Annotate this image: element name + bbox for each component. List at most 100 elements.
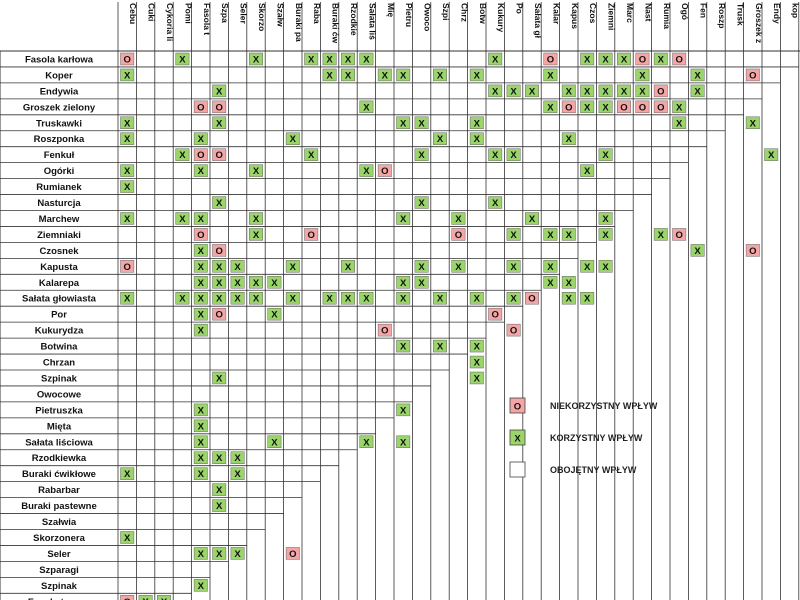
cell-mark: X [253, 278, 260, 289]
row-label: Rzodkiewka [32, 453, 87, 464]
negative-cell [488, 307, 503, 321]
positive-cell [561, 276, 576, 289]
cell-mark: O [676, 230, 683, 241]
positive-cell [653, 52, 668, 66]
cell-mark: X [400, 278, 407, 289]
cell-mark: X [584, 86, 591, 97]
positive-cell [414, 260, 429, 273]
positive-cell [249, 164, 263, 177]
column-header: Buraki ćw [331, 3, 341, 44]
column-header: Kapus [570, 3, 580, 29]
cell-mark: X [529, 214, 536, 225]
positive-cell [561, 228, 576, 241]
positive-cell [193, 260, 208, 273]
row-labels: Fasola karłowa Koper Endywia Groszek zielon… [21, 54, 97, 600]
cell-mark: O [308, 230, 315, 241]
cell-mark: X [216, 118, 223, 129]
positive-cell [212, 483, 227, 496]
positive-cell [506, 148, 521, 161]
positive-cell [672, 116, 687, 130]
negative-cell [525, 292, 539, 305]
cell-mark: X [124, 214, 131, 225]
cell-mark: X [474, 118, 481, 129]
positive-cell [285, 292, 300, 305]
cell-mark: X [271, 310, 278, 321]
positive-cell [230, 547, 245, 560]
cell-mark: X [474, 373, 481, 384]
row-label: Endywia [40, 86, 79, 97]
legend: O NIEKORZYSTNY WPŁYW X KORZYSTNY WPŁYW OBOJĘ… [509, 397, 658, 478]
legend-swatch [509, 429, 526, 446]
positive-cell [212, 451, 227, 464]
cell-mark: X [510, 294, 517, 305]
positive-cell [543, 276, 558, 289]
cell-mark: X [326, 70, 333, 81]
column-header: Cuki [147, 3, 157, 21]
cell-mark: X [676, 118, 683, 129]
cell-mark: X [198, 549, 205, 560]
row-label: Botwina [41, 342, 79, 353]
positive-cell [193, 244, 208, 257]
cell-mark: X [492, 54, 499, 65]
cell-mark: X [124, 70, 131, 81]
positive-cell [249, 228, 263, 241]
cell-mark: X [658, 230, 665, 241]
positive-cell [120, 292, 135, 305]
cell-mark: X [216, 453, 223, 464]
positive-cell [193, 307, 208, 321]
cell-mark: X [216, 86, 223, 97]
negative-cell [377, 164, 392, 177]
row-label: Sałata głowiasta [22, 294, 97, 305]
positive-cell [341, 52, 355, 66]
positive-cell [120, 531, 135, 544]
legend-symbol: X [514, 434, 521, 445]
column-header: Szpa [220, 3, 230, 23]
positive-cell [193, 451, 208, 464]
cell-mark: X [602, 54, 609, 65]
cell-mark: X [400, 437, 407, 448]
positive-cell [359, 164, 374, 177]
positive-cell [396, 212, 411, 225]
positive-cell [653, 228, 668, 241]
negative-cell [745, 244, 760, 257]
cell-mark: X [510, 150, 517, 161]
row-label: Seler [47, 549, 71, 560]
column-header: Rzodkie [349, 3, 359, 36]
negative-cell [212, 307, 227, 321]
positive-cell [525, 84, 539, 98]
negative-cell [212, 148, 227, 161]
cell-mark: X [198, 310, 205, 321]
positive-cell [764, 148, 779, 161]
positive-cell [469, 355, 484, 369]
positive-cell [469, 339, 484, 353]
cell-mark: X [547, 102, 554, 113]
negative-cell [120, 52, 135, 66]
row-label: Fenkuł [44, 150, 75, 161]
cell-mark: X [124, 469, 131, 480]
cell-mark: X [418, 278, 425, 289]
column-header: Buraki pa [294, 3, 304, 42]
positive-cell [506, 84, 521, 98]
legend-label: NIEKORZYSTNY WPŁYW [550, 401, 658, 411]
cell-mark: X [179, 214, 186, 225]
positive-cell [267, 435, 282, 448]
cell-mark: X [750, 118, 757, 129]
cell-mark: O [197, 150, 204, 161]
positive-cell [212, 547, 227, 560]
positive-cell [433, 68, 447, 82]
negative-cell [193, 148, 208, 161]
cell-mark: X [658, 54, 665, 65]
positive-cell [322, 52, 337, 66]
negative-cell [193, 228, 208, 241]
positive-cell [488, 84, 503, 98]
cell-mark: X [198, 421, 205, 432]
cell-mark: O [749, 246, 756, 257]
cell-mark: X [142, 597, 149, 600]
cell-mark: X [492, 150, 499, 161]
positive-cell [543, 260, 558, 273]
cell-mark: O [381, 326, 388, 337]
negative-cell [672, 228, 687, 241]
positive-cell [304, 148, 319, 161]
cell-mark: X [584, 54, 591, 65]
